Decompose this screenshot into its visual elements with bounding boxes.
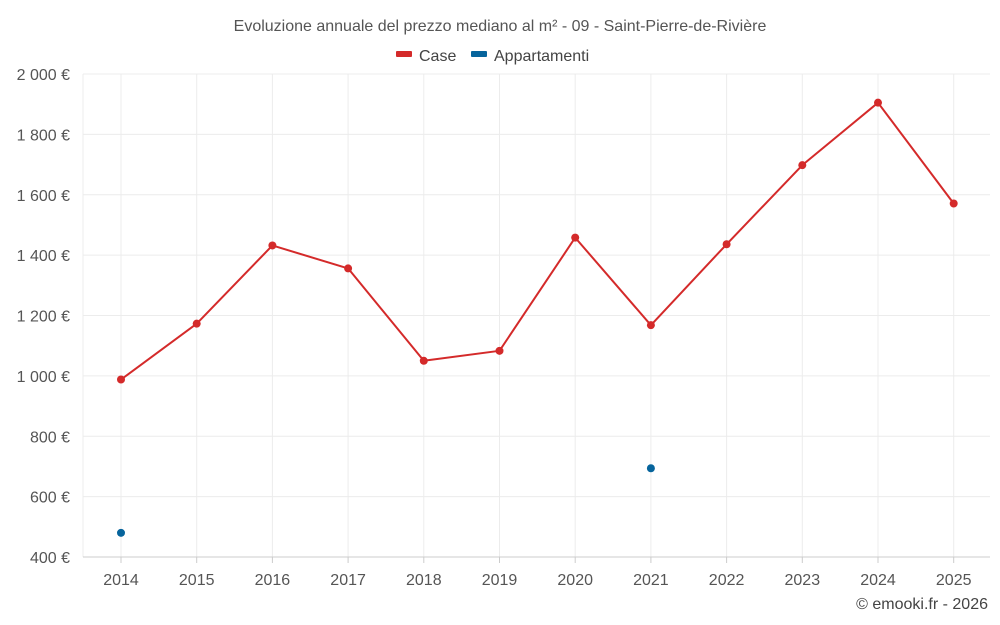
data-point-case[interactable] [117,375,125,384]
x-tick-label: 2020 [557,572,593,589]
y-tick-label: 800 € [30,429,70,446]
legend-item-case[interactable]: Case [396,48,456,65]
series-appartamenti [117,464,655,537]
data-point-case[interactable] [798,161,807,170]
x-tick-label: 2025 [936,572,972,589]
data-point-case[interactable] [344,264,353,273]
x-tick-label: 2021 [633,572,669,589]
data-point-case[interactable] [646,321,655,330]
x-tick-label: 2019 [482,572,518,589]
y-tick-label: 1 200 € [17,309,70,326]
x-tick-label: 2016 [255,572,291,589]
x-tick-label: 2014 [103,572,139,589]
y-tick-label: 2 000 € [17,67,70,84]
data-point-case[interactable] [419,356,428,365]
series-line-case [120,101,955,381]
legend-swatch-case [396,51,412,57]
data-point-case[interactable] [571,233,580,242]
y-tick-label: 1 600 € [17,188,70,205]
credit-text: © emooki.fr - 2026 [856,596,988,613]
legend-label-appartamenti: Appartamenti [494,48,589,65]
series [117,98,958,537]
grid [82,73,990,557]
data-point-case[interactable] [268,241,277,250]
legend-label-case: Case [419,48,456,65]
chart-title: Evoluzione annuale del prezzo mediano al… [234,18,767,35]
x-tick-label: 2022 [709,572,745,589]
data-point-appartamenti[interactable] [117,528,125,537]
data-point-case[interactable] [722,240,731,249]
x-tick-label: 2018 [406,572,442,589]
x-tick-label: 2015 [179,572,215,589]
legend-item-appartamenti[interactable]: Appartamenti [471,48,589,65]
series-case [117,98,958,384]
y-tick-label: 600 € [30,490,70,507]
y-tick-label: 1 400 € [17,248,70,265]
y-tick-label: 400 € [30,550,70,567]
y-tick-label: 1 800 € [17,127,70,144]
legend: Case Appartamenti [396,48,589,65]
y-tick-label: 1 000 € [17,369,70,386]
data-point-case[interactable] [192,319,201,328]
data-point-case[interactable] [874,98,882,107]
legend-swatch-appartamenti [471,51,487,57]
data-point-case[interactable] [949,199,958,208]
x-tick-label: 2023 [785,572,821,589]
data-point-appartamenti[interactable] [646,464,655,473]
data-point-case[interactable] [495,346,504,355]
x-tick-label: 2024 [860,572,896,589]
axes: 400 € 600 € 800 € 1 000 € 1 200 € 1 400 € 1 60… [17,67,990,589]
x-tick-label: 2017 [330,572,366,589]
